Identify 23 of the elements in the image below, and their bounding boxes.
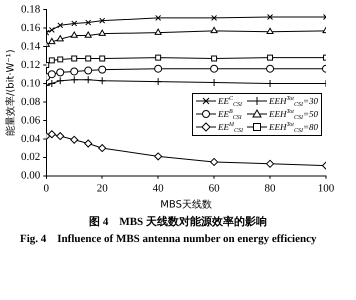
x-tick-label: 40 bbox=[152, 182, 164, 194]
y-tick-label: 0.02 bbox=[21, 151, 40, 164]
x-tick-label: 80 bbox=[264, 182, 276, 194]
legend-label: EEH$^{Tot}$$_{CSI}$=50 bbox=[269, 108, 318, 121]
y-tick-label: 0.00 bbox=[21, 170, 41, 182]
x-axis-title: MBS天线数 bbox=[160, 198, 212, 211]
y-tick-label: 0.14 bbox=[21, 40, 41, 52]
y-tick-label: 0.10 bbox=[21, 77, 41, 90]
legend-label: EEH$^{Tot}$$_{CSI}$=30 bbox=[269, 94, 318, 108]
y-tick-label: 0.16 bbox=[21, 22, 41, 34]
y-tick-label: 0.04 bbox=[21, 132, 41, 145]
text: Fig. 4 Influence of MBS antenna number on energy efficiency bbox=[19, 232, 318, 246]
x-tick-label: 60 bbox=[208, 182, 220, 194]
y-tick-label: 0.08 bbox=[21, 96, 41, 108]
x-tick-label: 0 bbox=[44, 182, 50, 194]
y-tick-label: 0.18 bbox=[21, 3, 41, 16]
y-axis-title: 能量效率/(bit·W⁻¹) bbox=[4, 49, 17, 136]
y-tick-label: 0.12 bbox=[21, 58, 40, 71]
text: 图 4 MBS 天线数对能源效率的影响 bbox=[88, 214, 268, 229]
legend-label: EEH$^{Tot}$$_{CSI}$=80 bbox=[269, 120, 318, 134]
x-tick-label: 100 bbox=[318, 182, 335, 194]
y-tick-label: 0.06 bbox=[21, 114, 41, 126]
x-tick-label: 20 bbox=[96, 182, 108, 194]
